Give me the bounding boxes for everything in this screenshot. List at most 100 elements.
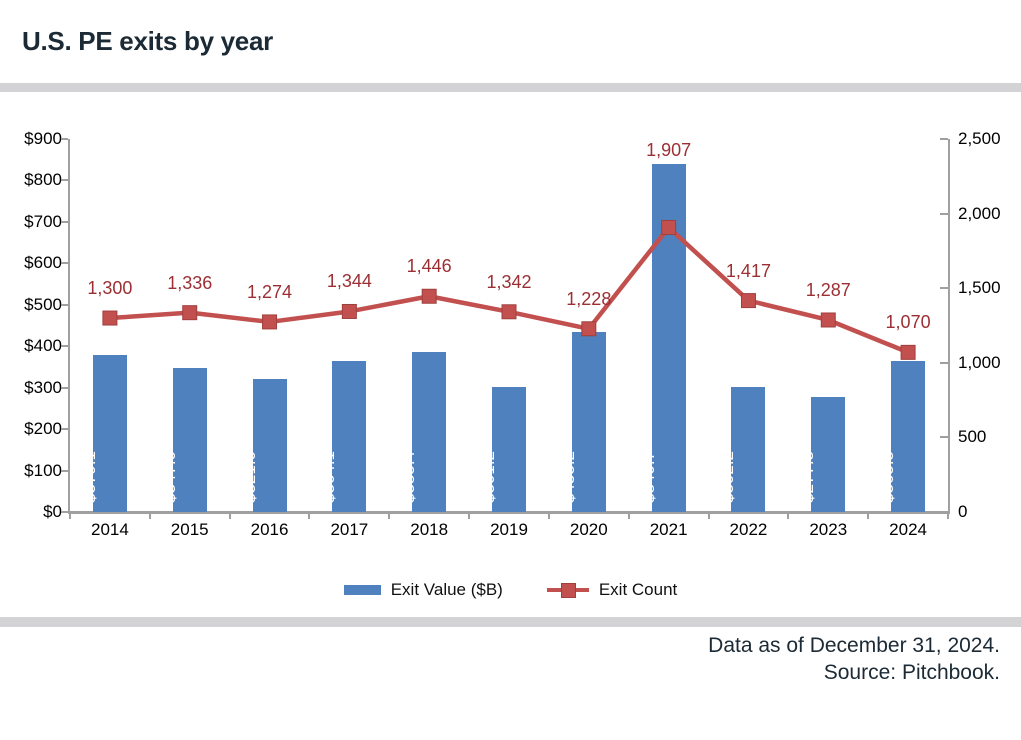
left-axis-tick bbox=[61, 138, 68, 140]
x-axis-label: 2020 bbox=[569, 520, 608, 539]
exit-count-marker bbox=[581, 321, 597, 337]
right-axis-line bbox=[948, 139, 950, 513]
exit-count-label: 1,417 bbox=[725, 260, 771, 281]
exit-value-bar: $321.0 bbox=[240, 378, 287, 512]
left-axis-tick bbox=[61, 511, 68, 513]
line-marker-icon bbox=[546, 583, 589, 598]
x-axis-tick bbox=[148, 514, 151, 519]
exit-count-label: 1,446 bbox=[406, 256, 452, 277]
right-axis-tick bbox=[940, 287, 948, 290]
x-axis-label: 2018 bbox=[410, 520, 449, 539]
x-axis-tick bbox=[69, 514, 71, 519]
chart-legend: Exit Value ($B) Exit Count bbox=[0, 578, 1021, 602]
x-axis-label: 2016 bbox=[250, 520, 289, 539]
left-axis-tick-label: $800 bbox=[24, 170, 62, 190]
x-axis-tick bbox=[468, 514, 471, 519]
x-axis-tick bbox=[228, 514, 231, 519]
legend-item-exit-value: Exit Value ($B) bbox=[343, 580, 503, 600]
bar-swatch-icon bbox=[343, 585, 381, 595]
exit-count-marker bbox=[820, 312, 836, 328]
x-axis-tick bbox=[787, 514, 790, 519]
legend-item-exit-count: Exit Count bbox=[546, 580, 678, 600]
x-axis-label: 2015 bbox=[170, 520, 209, 539]
x-axis-tick bbox=[707, 514, 710, 519]
left-axis-tick-label: $900 bbox=[24, 129, 62, 148]
exit-count-marker bbox=[341, 303, 357, 319]
exit-count-marker bbox=[501, 304, 517, 320]
x-axis-tick bbox=[867, 514, 870, 519]
left-axis-tick bbox=[61, 345, 68, 348]
x-axis-label: 2022 bbox=[729, 520, 768, 539]
right-axis-tick-label: 2,500 bbox=[958, 129, 1001, 148]
x-axis-label: 2014 bbox=[90, 520, 129, 539]
exit-value-bar: $302.2 bbox=[718, 386, 766, 512]
plot-area: $379.1 $347.0 $321.0 $364.1 $385.4 $301.2 $433… bbox=[70, 139, 948, 512]
left-axis-tick-label: $0 bbox=[43, 502, 62, 521]
exit-value-bar: $277.3 bbox=[798, 397, 846, 512]
left-axis-tick-label: $400 bbox=[24, 336, 62, 356]
x-axis-tick bbox=[388, 514, 391, 519]
right-axis-tick-label: 2,000 bbox=[958, 203, 1001, 223]
right-axis-tick bbox=[940, 212, 948, 215]
x-axis-label: 2024 bbox=[889, 520, 927, 539]
exit-value-bar: $364.1 bbox=[319, 361, 367, 512]
legend-label-exit-count: Exit Count bbox=[598, 580, 678, 599]
x-axis-tick bbox=[308, 514, 311, 519]
x-axis-label: 2019 bbox=[490, 520, 528, 539]
x-axis-tick bbox=[947, 514, 949, 519]
left-axis-tick-label: $100 bbox=[24, 460, 62, 480]
left-axis-tick bbox=[61, 220, 68, 223]
exit-value-bar: $433.2 bbox=[559, 332, 606, 512]
left-axis-line bbox=[68, 139, 70, 513]
exit-value-bar: $379.1 bbox=[80, 354, 127, 512]
exit-count-label: 1,228 bbox=[566, 288, 612, 309]
right-axis-tick bbox=[940, 361, 948, 364]
left-axis-tick-label: $500 bbox=[24, 294, 62, 314]
exit-value-bar: $301.2 bbox=[479, 387, 526, 512]
right-axis-tick-label: 1,000 bbox=[958, 352, 1001, 372]
left-axis-tick-label: $700 bbox=[24, 211, 62, 231]
left-axis-tick bbox=[61, 262, 68, 265]
exit-count-label: 1,342 bbox=[486, 271, 532, 292]
exit-count-marker bbox=[421, 288, 437, 304]
exit-count-marker bbox=[900, 344, 916, 360]
footer: Data as of December 31, 2024. Source: Pi… bbox=[708, 632, 1000, 686]
exit-count-label: 1,336 bbox=[167, 272, 213, 293]
exit-value-bar: $365.5 bbox=[878, 360, 926, 512]
exit-count-marker bbox=[182, 305, 198, 321]
data-as-of-text: Data as of December 31, 2024. bbox=[708, 634, 1000, 657]
exit-count-label: 1,300 bbox=[87, 278, 133, 299]
left-axis-tick bbox=[61, 179, 68, 182]
x-axis-label: 2021 bbox=[649, 520, 688, 539]
source-text: Source: Pitchbook. bbox=[823, 661, 1000, 684]
x-axis-label: 2017 bbox=[330, 520, 369, 539]
left-axis-tick bbox=[61, 386, 68, 389]
left-axis-tick-label: $300 bbox=[24, 377, 62, 397]
right-axis-tick-label: 1,500 bbox=[958, 278, 1001, 298]
x-axis-tick bbox=[547, 514, 550, 519]
exit-count-label: 1,907 bbox=[646, 139, 692, 160]
x-axis-line bbox=[68, 511, 950, 514]
exit-count-marker bbox=[661, 219, 677, 235]
exit-count-line-layer bbox=[102, 219, 916, 360]
footer-divider bbox=[0, 617, 1021, 627]
exit-count-marker bbox=[262, 314, 278, 330]
right-axis-tick bbox=[940, 511, 948, 513]
x-axis-label: 2023 bbox=[809, 520, 848, 539]
right-axis-tick-label: 500 bbox=[958, 427, 987, 447]
exit-value-bar: $385.4 bbox=[399, 352, 447, 512]
page-title: U.S. PE exits by year bbox=[22, 26, 273, 56]
legend-label-exit-value: Exit Value ($B) bbox=[390, 580, 503, 599]
exit-value-bar: $347.0 bbox=[160, 368, 207, 512]
right-axis-tick bbox=[940, 436, 948, 439]
left-axis-tick-label: $600 bbox=[24, 253, 62, 273]
right-axis-tick-label: 0 bbox=[958, 502, 968, 521]
left-axis-tick bbox=[61, 469, 68, 472]
legend-line-square bbox=[560, 583, 576, 598]
x-axis-tick bbox=[627, 514, 630, 519]
exit-count-label: 1,344 bbox=[326, 271, 372, 292]
left-axis-tick-label: $200 bbox=[24, 419, 62, 439]
exit-count-label: 1,287 bbox=[805, 279, 851, 300]
